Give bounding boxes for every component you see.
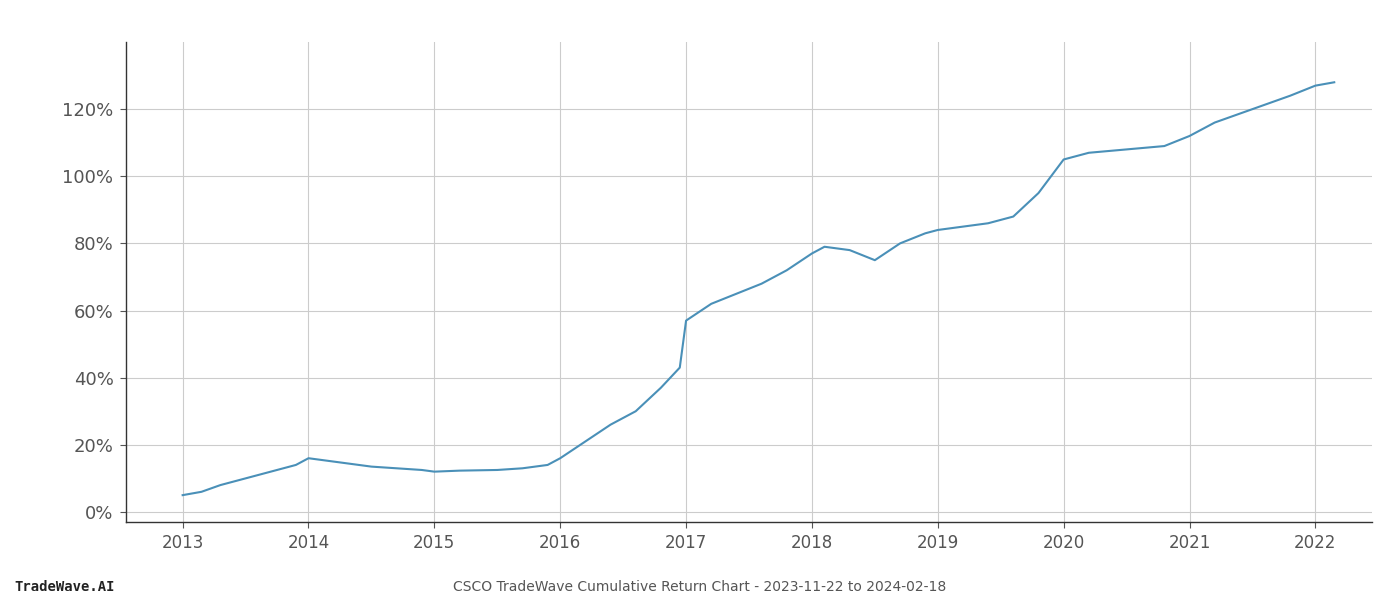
Text: CSCO TradeWave Cumulative Return Chart - 2023-11-22 to 2024-02-18: CSCO TradeWave Cumulative Return Chart -… xyxy=(454,580,946,594)
Text: TradeWave.AI: TradeWave.AI xyxy=(14,580,115,594)
